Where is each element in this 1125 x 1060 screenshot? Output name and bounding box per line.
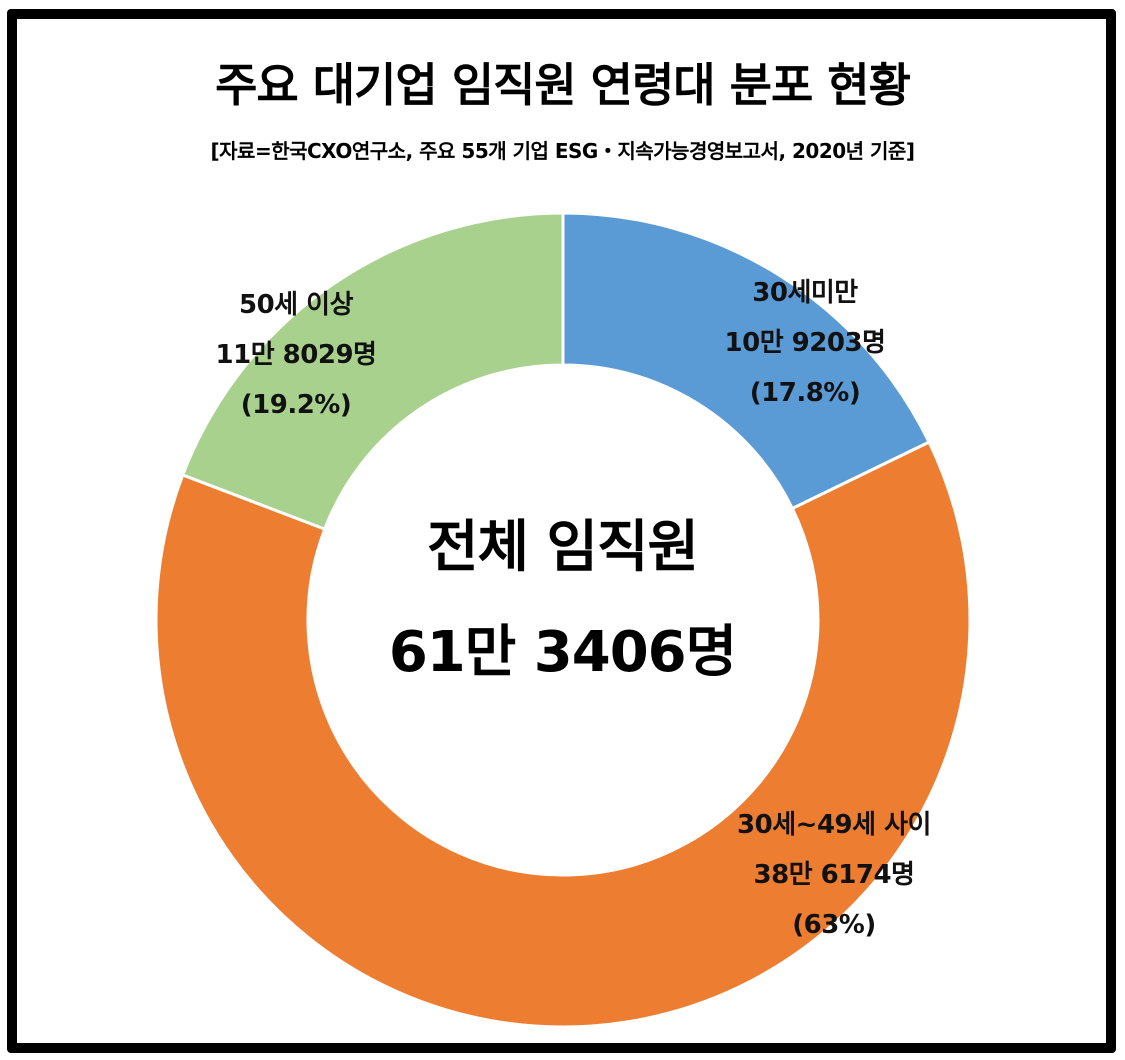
segment-percent: (19.2%) (240, 390, 352, 420)
donut-segments (154, 211, 972, 1029)
segment-name: 30세미만 (752, 278, 858, 308)
donut-segment-30-to-49 (154, 440, 972, 1029)
segment-name: 50세 이상 (239, 290, 353, 320)
segment-count: 38만 6174명 (753, 860, 915, 890)
center-label-title: 전체 임직원 (426, 515, 699, 580)
segment-label-under-30: 30세미만 10만 9203명 (17.8%) (725, 268, 886, 418)
segment-name: 30세~49세 사이 (737, 810, 931, 840)
chart-subtitle-source: [자료=한국CXO연구소, 주요 55개 기업 ESG・지속가능경영보고서, 2… (210, 139, 915, 163)
donut-segment-under-30 (561, 211, 932, 511)
donut-segment-50-plus (180, 211, 565, 532)
segment-label-30-to-49: 30세~49세 사이 38만 6174명 (63%) (737, 800, 931, 950)
segment-count: 11만 8029명 (215, 340, 377, 370)
segment-label-50-plus: 50세 이상 11만 8029명 (19.2%) (216, 280, 377, 430)
center-label-total: 61만 3406명 (388, 620, 737, 685)
segment-percent: (17.8%) (749, 378, 861, 408)
chart-title: 주요 대기업 임직원 연령대 분포 현황 (215, 58, 911, 112)
segment-count: 10만 9203명 (724, 328, 886, 358)
segment-percent: (63%) (792, 910, 876, 940)
